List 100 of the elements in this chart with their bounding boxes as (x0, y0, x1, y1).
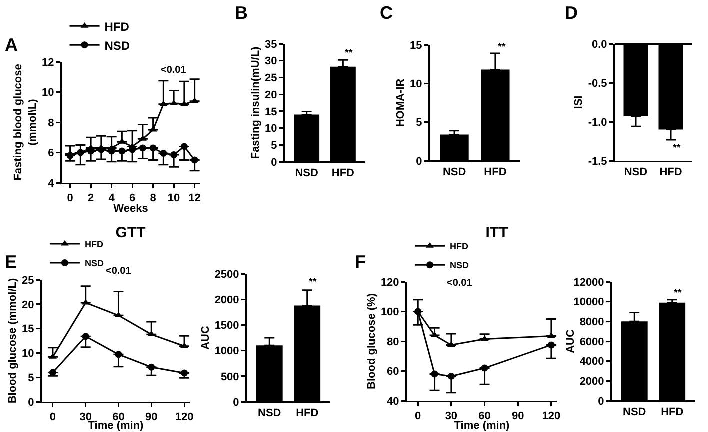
y-axis-title: Fasting insulin(mU/L) (250, 46, 262, 160)
y-tick-label: 2500 (214, 268, 240, 281)
y-tick-label: 0 (598, 396, 604, 408)
x-tick-label: HFD (332, 168, 355, 180)
annotation: ** (345, 48, 353, 59)
y-tick-label: 100 (380, 306, 400, 319)
x-tick-label: NSD (624, 166, 648, 179)
y-tick-label: 8 (48, 117, 54, 130)
text: C (380, 3, 393, 23)
point (190, 98, 199, 104)
point (148, 364, 156, 371)
y-tick-label: 6 (48, 148, 54, 160)
y-tick-label: -1.0 (588, 116, 608, 129)
point (547, 332, 556, 338)
x-tick-label: 90 (146, 412, 158, 424)
text: F (355, 252, 366, 272)
y-axis-title: Blood glucose (mmol/L) (6, 278, 19, 404)
point (98, 146, 105, 154)
point (160, 150, 168, 158)
x-tick-label: 0 (67, 192, 74, 205)
x-tick-label: HFD (660, 166, 682, 179)
y-tick-label: 500 (220, 371, 240, 384)
y-tick-label: 15 (22, 324, 34, 336)
x-tick-label: NSD (258, 408, 282, 420)
legend-label: HFD (450, 242, 469, 252)
point (548, 342, 555, 349)
y-tick-label: 10 (410, 78, 422, 91)
x-tick-label: 10 (168, 192, 180, 205)
y-tick-label: -0.5 (588, 78, 608, 90)
y-tick-label: 60 (387, 366, 400, 378)
x-axis-title: Weeks (114, 203, 148, 215)
point (191, 156, 198, 164)
annotation: <0.01 (447, 278, 473, 289)
x-tick-label: 6 (129, 192, 136, 205)
y-axis-title: HOMA-IR (394, 78, 407, 128)
text: D (565, 3, 578, 23)
point (180, 100, 188, 106)
x-tick-label: 120 (175, 412, 194, 424)
y-tick-label: 0 (416, 156, 422, 168)
legend-label: NSD (450, 260, 470, 271)
x-tick-label: NSD (295, 168, 318, 180)
y-tick-label: 25 (22, 274, 34, 287)
legend-label: NSD (84, 258, 104, 269)
x-tick-label: 8 (150, 192, 156, 205)
annotation: <0.01 (161, 65, 187, 76)
x-axis-title: Time (min) (454, 420, 510, 432)
x-tick-label: HFD (484, 166, 507, 179)
point (181, 370, 188, 377)
y-tick-label: 25 (265, 72, 278, 85)
text: E (5, 252, 18, 272)
y-tick-label: 5 (271, 140, 278, 152)
y-tick-label: 15 (265, 106, 278, 118)
y-tick-label: 1000 (214, 346, 240, 358)
x-tick-label: HFD (296, 408, 319, 420)
y-tick-label: 0.0 (592, 38, 608, 51)
y-tick-label: 12000 (574, 276, 604, 289)
annotation: ** (674, 288, 682, 299)
y-tick-label: 10 (265, 123, 278, 136)
annotation: ** (309, 277, 317, 288)
y-axis-title: Fasting blood glucose (mmol\L) (12, 64, 39, 181)
y-tick-label: 80 (387, 336, 400, 348)
y-tick-label: 20 (22, 299, 34, 312)
y-tick-label: 5 (28, 372, 34, 384)
chart-title: GTT (116, 224, 146, 242)
point (150, 144, 157, 152)
y-tick-label: 0 (233, 396, 240, 409)
x-tick-label: 120 (542, 410, 561, 423)
y-axis-title: AUC (565, 330, 577, 354)
text: <0.01 (106, 266, 132, 277)
point (170, 152, 178, 159)
y-axis-title: AUC (200, 326, 212, 350)
point (448, 372, 455, 380)
y-tick-label: 4 (48, 178, 56, 190)
y-tick-label: 0 (28, 396, 34, 409)
y-tick-label: -1.5 (588, 156, 608, 168)
legend-label: HFD (84, 240, 104, 250)
x-tick-label: 4 (108, 192, 116, 205)
y-tick-label: 35 (265, 38, 278, 51)
annotation: ** (673, 143, 681, 154)
y-tick-label: 30 (265, 56, 278, 68)
y-tick-label: 120 (380, 276, 400, 289)
text: B (235, 3, 248, 23)
point (118, 148, 126, 155)
x-tick-label: 90 (512, 410, 524, 423)
x-tick-label: 12 (188, 192, 201, 205)
y-tick-label: 15 (410, 40, 422, 52)
legend-label: NSD (104, 38, 130, 53)
y-tick-label: 5 (416, 117, 422, 130)
y-tick-label: 20 (265, 89, 278, 102)
y-tick-label: 12 (42, 56, 54, 69)
y-tick-label: 2000 (214, 294, 240, 306)
y-tick-label: 6000 (580, 336, 604, 348)
y-tick-label: 10000 (574, 296, 604, 309)
y-tick-label: 1500 (214, 320, 240, 332)
point (115, 351, 122, 358)
x-tick-label: NSD (442, 166, 466, 179)
point (481, 364, 488, 372)
point (180, 143, 188, 150)
point (82, 299, 90, 305)
x-tick-label: NSD (623, 406, 646, 419)
